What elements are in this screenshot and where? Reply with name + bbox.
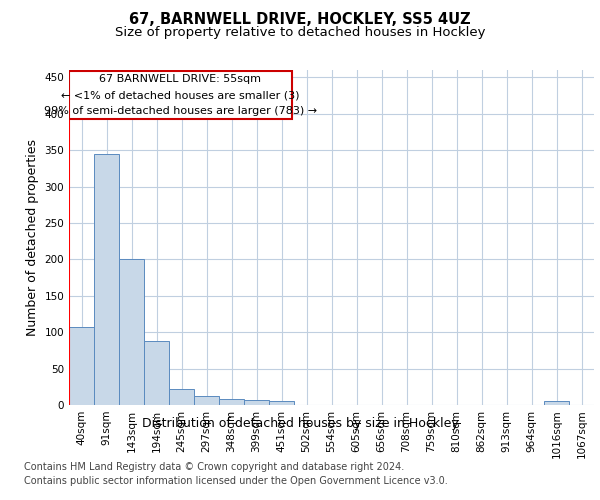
Bar xyxy=(169,389,194,405)
Text: ← <1% of detached houses are smaller (3): ← <1% of detached houses are smaller (3) xyxy=(61,90,299,100)
Bar xyxy=(219,399,244,405)
Bar xyxy=(194,396,219,405)
Bar xyxy=(94,154,119,405)
Text: Contains HM Land Registry data © Crown copyright and database right 2024.: Contains HM Land Registry data © Crown c… xyxy=(24,462,404,472)
Text: 99% of semi-detached houses are larger (783) →: 99% of semi-detached houses are larger (… xyxy=(44,106,317,116)
Y-axis label: Number of detached properties: Number of detached properties xyxy=(26,139,39,336)
Bar xyxy=(144,341,169,405)
Bar xyxy=(119,260,144,405)
Bar xyxy=(69,327,94,405)
Bar xyxy=(544,402,569,405)
Bar xyxy=(244,400,269,405)
Text: Contains public sector information licensed under the Open Government Licence v3: Contains public sector information licen… xyxy=(24,476,448,486)
Bar xyxy=(69,72,292,119)
Bar xyxy=(269,402,294,405)
Text: 67, BARNWELL DRIVE, HOCKLEY, SS5 4UZ: 67, BARNWELL DRIVE, HOCKLEY, SS5 4UZ xyxy=(129,12,471,28)
Text: 67 BARNWELL DRIVE: 55sqm: 67 BARNWELL DRIVE: 55sqm xyxy=(99,74,261,85)
Text: Size of property relative to detached houses in Hockley: Size of property relative to detached ho… xyxy=(115,26,485,39)
Text: Distribution of detached houses by size in Hockley: Distribution of detached houses by size … xyxy=(142,418,458,430)
